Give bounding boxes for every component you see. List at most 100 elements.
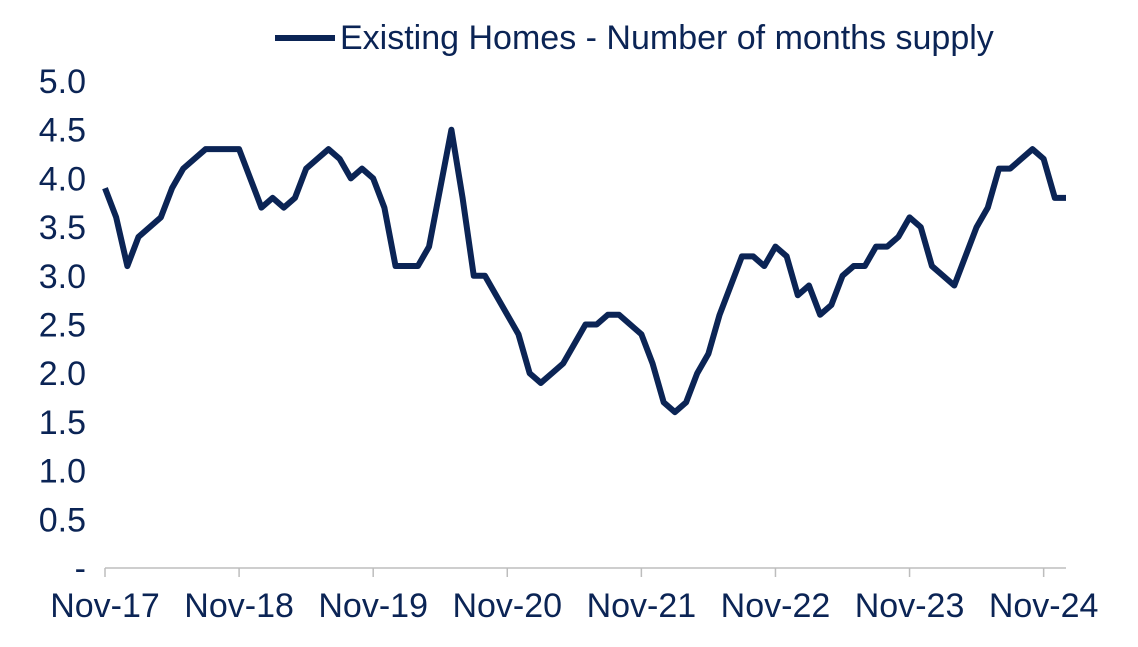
data-point — [717, 312, 723, 318]
data-point — [337, 156, 343, 162]
x-tick-label: Nov-23 — [855, 587, 965, 625]
data-point — [158, 214, 164, 220]
data-point — [806, 283, 812, 289]
y-tick-label: 2.5 — [39, 307, 86, 345]
data-point — [907, 214, 913, 220]
data-point — [884, 244, 890, 250]
data-point — [694, 370, 700, 376]
series-line — [102, 126, 1066, 416]
x-tick-label: Nov-24 — [989, 587, 1099, 625]
data-point — [1052, 195, 1058, 201]
data-point — [348, 175, 354, 181]
legend-label: Existing Homes - Number of months supply — [340, 19, 994, 57]
data-point — [124, 263, 130, 269]
x-tick-label: Nov-19 — [318, 587, 428, 625]
data-point — [862, 263, 868, 269]
data-point — [974, 224, 980, 230]
x-axis: Nov-17 Nov-18 Nov-19 Nov-20 Nov-21 Nov-22 Nov-… — [50, 567, 1099, 625]
data-point — [661, 399, 667, 405]
data-point — [951, 283, 957, 289]
data-point — [460, 195, 466, 201]
data-point — [840, 273, 846, 279]
data-point — [393, 263, 399, 269]
data-point — [482, 273, 488, 279]
data-point — [1007, 166, 1013, 172]
data-point — [828, 302, 834, 308]
data-point — [650, 360, 656, 366]
data-point — [940, 273, 946, 279]
data-point — [448, 127, 454, 133]
y-tick-label: 1.5 — [39, 404, 86, 442]
data-point — [772, 244, 778, 250]
data-point — [203, 146, 209, 152]
data-point — [303, 166, 309, 172]
data-point — [1018, 156, 1024, 162]
data-point — [281, 205, 287, 211]
data-point — [527, 370, 533, 376]
data-point — [136, 234, 142, 240]
data-point — [705, 351, 711, 357]
data-point — [873, 244, 879, 250]
data-point — [493, 292, 499, 298]
data-point — [325, 146, 331, 152]
data-point — [314, 156, 320, 162]
data-point — [672, 409, 678, 415]
y-tick-label: 1.0 — [39, 453, 86, 491]
x-tick-label: Nov-20 — [452, 587, 562, 625]
y-tick-label: 2.0 — [39, 355, 86, 393]
data-point — [1063, 195, 1069, 201]
data-point — [1029, 146, 1035, 152]
data-point — [270, 195, 276, 201]
y-tick-label: 3.0 — [39, 258, 86, 296]
data-point — [739, 253, 745, 259]
y-axis: - 0.5 1.0 1.5 2.0 2.5 3.0 3.5 4.0 4.5 5.0 — [39, 63, 86, 588]
y-tick-label: 0.5 — [39, 501, 86, 539]
data-point — [750, 253, 756, 259]
data-point — [236, 146, 242, 152]
data-point — [437, 185, 443, 191]
legend: Existing Homes - Number of months supply — [275, 19, 994, 57]
data-point — [404, 263, 410, 269]
data-point — [102, 185, 108, 191]
data-point — [292, 195, 298, 201]
data-point — [929, 263, 935, 269]
data-point — [370, 175, 376, 181]
data-point — [784, 253, 790, 259]
x-tick-label: Nov-18 — [184, 587, 294, 625]
data-point — [985, 205, 991, 211]
data-point — [515, 331, 521, 337]
y-tick-label: 5.0 — [39, 63, 86, 101]
data-point — [583, 322, 589, 328]
data-point — [415, 263, 421, 269]
y-tick-label: 3.5 — [39, 209, 86, 247]
data-point — [627, 322, 633, 328]
data-point — [1041, 156, 1047, 162]
data-point — [761, 263, 767, 269]
data-point — [795, 292, 801, 298]
y-tick-label: - — [75, 550, 86, 588]
data-point — [381, 205, 387, 211]
y-tick-label: 4.5 — [39, 112, 86, 150]
data-point — [571, 341, 577, 347]
data-point — [359, 166, 365, 172]
data-point — [560, 360, 566, 366]
data-point — [471, 273, 477, 279]
x-tick-label: Nov-17 — [50, 587, 160, 625]
data-point — [113, 214, 119, 220]
data-point — [728, 283, 734, 289]
data-point — [605, 312, 611, 318]
data-point — [247, 175, 253, 181]
x-tick-label: Nov-21 — [587, 587, 697, 625]
data-point — [851, 263, 857, 269]
data-point — [169, 185, 175, 191]
data-point — [996, 166, 1002, 172]
data-point — [225, 146, 231, 152]
x-tick-label: Nov-22 — [721, 587, 831, 625]
data-point — [426, 244, 432, 250]
data-point — [504, 312, 510, 318]
data-point — [538, 380, 544, 386]
series-group — [102, 126, 1069, 416]
data-point — [895, 234, 901, 240]
data-point — [817, 312, 823, 318]
